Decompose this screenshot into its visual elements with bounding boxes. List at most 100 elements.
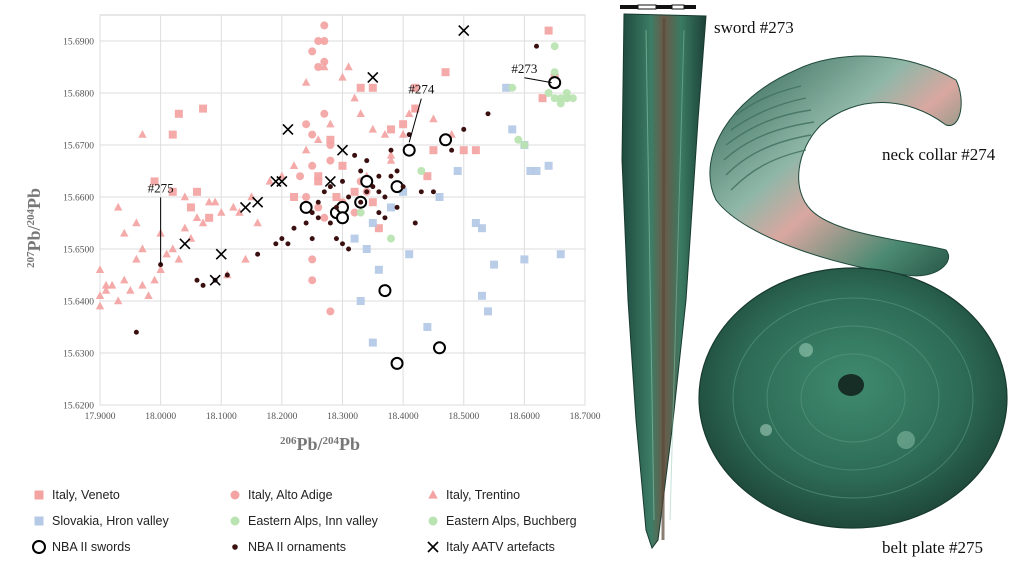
legend-marker — [230, 490, 240, 500]
legend-item: Eastern Alps, Buchberg — [426, 514, 577, 528]
data-point — [449, 147, 455, 153]
data-point — [387, 203, 395, 212]
sword-label: sword #273 — [714, 18, 794, 37]
data-point — [538, 94, 547, 103]
legend-marker — [34, 516, 44, 526]
legend-label: NBA II swords — [52, 540, 131, 554]
data-point — [556, 250, 565, 259]
data-point — [320, 57, 329, 66]
data-point — [308, 255, 317, 264]
data-point — [364, 189, 370, 195]
data-point — [308, 276, 317, 285]
data-point — [315, 215, 321, 221]
belt-plate-label: belt plate #275 — [882, 538, 984, 557]
data-point — [326, 119, 335, 128]
data-point — [508, 125, 517, 134]
data-point — [429, 146, 438, 155]
data-point — [215, 248, 227, 260]
annotation-label: #275 — [148, 180, 174, 195]
legend-label: Italy, Alto Adige — [248, 488, 333, 502]
data-point — [390, 356, 404, 370]
data-point — [150, 177, 159, 186]
data-point — [406, 132, 412, 138]
data-point — [336, 144, 349, 156]
data-point — [299, 200, 313, 214]
data-point — [435, 193, 444, 201]
series-5 — [544, 42, 577, 108]
y-tick-label: 15.6600 — [63, 194, 94, 204]
legend-marker-shape — [232, 544, 238, 550]
data-point — [340, 178, 345, 184]
data-point — [550, 68, 559, 77]
data-point — [107, 280, 117, 289]
data-point — [477, 224, 486, 233]
data-point — [273, 241, 279, 247]
artefact-photos: sword #273 neck collar #274 belt plate #… — [606, 0, 1024, 559]
y-tick-label: 15.6200 — [63, 402, 94, 412]
scale-bar — [620, 4, 696, 10]
data-point — [150, 275, 159, 284]
legend-marker-shape — [34, 490, 44, 500]
data-point — [113, 296, 123, 305]
data-point — [386, 156, 396, 164]
data-point — [326, 156, 335, 165]
legend-label: Italy AATV artefacts — [446, 540, 555, 554]
legend: Italy, Veneto Italy, Alto Adige Italy, Tre… — [0, 478, 605, 559]
data-point — [439, 133, 453, 147]
data-point — [430, 189, 436, 195]
data-point — [544, 161, 553, 170]
data-point — [332, 193, 341, 201]
data-point — [350, 93, 359, 102]
x-tick-label: 18.0000 — [145, 412, 176, 422]
data-point — [138, 130, 147, 138]
data-point — [400, 184, 406, 190]
data-point — [338, 161, 347, 170]
x-tick-label: 18.1000 — [206, 412, 237, 422]
data-point — [255, 251, 261, 257]
legend-label: Italy, Trentino — [446, 488, 521, 502]
data-point — [327, 184, 333, 190]
series-0 — [150, 26, 559, 233]
data-point — [418, 189, 424, 195]
data-point — [253, 218, 262, 227]
data-point — [380, 130, 390, 138]
data-point — [320, 62, 329, 71]
x-tick-label: 18.3000 — [327, 412, 358, 422]
y-tick-label: 15.6500 — [63, 246, 94, 256]
data-point — [433, 341, 446, 355]
data-point — [279, 236, 285, 242]
data-point — [217, 208, 226, 216]
legend-label: Eastern Alps, Inn valley — [248, 514, 378, 528]
data-point — [192, 213, 202, 221]
data-point — [502, 83, 511, 92]
data-point — [194, 277, 200, 283]
data-point — [132, 254, 141, 263]
annotation-leader — [408, 98, 422, 143]
data-point — [314, 37, 323, 45]
data-point — [485, 111, 491, 117]
data-point — [526, 167, 535, 175]
y-tick-label: 15.6900 — [63, 38, 94, 48]
y-axis-label: 207Pb/204Pb — [24, 188, 44, 268]
data-point — [340, 241, 345, 247]
legend-item: Slovakia, Hron valley — [32, 514, 169, 528]
data-point — [120, 275, 129, 284]
data-point — [320, 213, 329, 222]
data-point — [429, 114, 438, 123]
data-point — [333, 204, 339, 210]
legend-marker — [230, 516, 240, 526]
x-tick-label: 18.7000 — [570, 412, 601, 422]
legend-label: Slovakia, Hron valley — [52, 514, 169, 528]
legend-marker — [232, 544, 238, 550]
data-point — [350, 234, 359, 243]
data-point — [324, 175, 336, 187]
data-point — [382, 194, 388, 200]
data-point — [544, 26, 553, 35]
legend-marker-shape — [428, 489, 438, 499]
data-point — [229, 202, 238, 211]
data-point — [291, 225, 297, 231]
data-point — [290, 193, 298, 201]
belt-plate-image — [698, 267, 1008, 529]
data-points — [95, 21, 577, 370]
legend-marker — [428, 516, 438, 526]
